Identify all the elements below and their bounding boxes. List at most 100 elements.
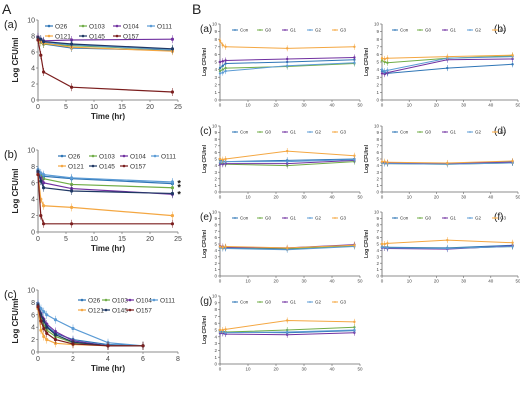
y-tick-label: 8: [376, 137, 379, 142]
legend-marker: [115, 34, 119, 38]
legend-marker: [259, 301, 261, 303]
legend-label-G1: G1: [450, 28, 457, 33]
x-tick-label: 30: [301, 279, 307, 284]
data-point-O103: [170, 186, 174, 190]
y-tick-label: 0: [31, 97, 35, 104]
legend-marker: [234, 131, 236, 133]
legend-marker: [91, 154, 95, 158]
x-tick-label: 10: [407, 279, 413, 284]
legend-label-G1: G1: [290, 300, 297, 305]
y-tick-label: 0: [214, 274, 217, 279]
data-point-G2: [353, 328, 356, 332]
data-point-O111: [42, 173, 46, 177]
data-point-O157: [42, 70, 46, 74]
y-tick-label: 2: [376, 176, 379, 181]
x-tick-label: 0: [219, 195, 222, 200]
legend-label-G3: G3: [500, 216, 507, 221]
legend-marker: [122, 154, 126, 158]
data-point-G1: [224, 59, 227, 62]
data-point-O157: [42, 222, 46, 226]
data-point-O157: [141, 344, 145, 348]
legend-marker: [47, 24, 51, 28]
legend-label-O111: O111: [157, 24, 172, 31]
legend-marker: [309, 29, 311, 31]
chart-A-c: (c) 0 2 4 6 8 10 0 2 4 6 8 Time (hr) Log CFU/ml O26 O10…: [4, 287, 180, 373]
x-tick-label: 6: [141, 356, 145, 363]
data-point-Con: [221, 64, 224, 68]
y-tick-label: 1: [214, 355, 217, 360]
legend-label-O104: O104: [123, 24, 139, 31]
data-point-G0: [383, 60, 386, 64]
y-axis-label: Log CFU/ml: [202, 229, 208, 258]
legend-label-O111: O111: [160, 298, 175, 305]
y-tick-label: 7: [376, 143, 379, 148]
y-tick-label: 3: [214, 75, 217, 80]
y-tick-label: 0: [376, 98, 379, 103]
x-tick-label: 10: [245, 367, 251, 372]
data-point-O121: [70, 205, 74, 209]
data-point-G3: [446, 55, 449, 58]
data-point-G3: [446, 238, 449, 242]
data-point-G1: [286, 57, 289, 61]
legend-marker: [259, 131, 261, 133]
y-tick-label: 7: [214, 314, 217, 319]
legend-marker: [234, 301, 236, 303]
data-point-G0: [224, 66, 227, 70]
legend-marker: [234, 217, 236, 219]
data-point-G3: [224, 245, 227, 248]
data-point-G3: [221, 246, 224, 249]
legend-label-Con: Con: [240, 130, 249, 135]
legend-label-Con: Con: [240, 300, 249, 305]
y-tick-label: 10: [27, 147, 35, 154]
x-tick-label: 30: [301, 367, 307, 372]
legend-marker: [309, 217, 311, 219]
y-tick-label: 6: [214, 321, 217, 326]
x-axis-label: Time (hr): [91, 112, 125, 121]
data-point-G3: [221, 44, 224, 47]
data-point-G3: [286, 47, 289, 50]
y-tick-label: 8: [214, 307, 217, 312]
legend-label-G0: G0: [425, 216, 432, 221]
y-tick-label: 10: [27, 17, 35, 24]
legend-label-G3: G3: [340, 28, 347, 33]
data-point-O145: [39, 37, 43, 41]
y-axis-label: Log CFU/ml: [11, 299, 20, 344]
y-tick-label: 1: [214, 90, 217, 95]
data-point-O145: [70, 42, 74, 46]
chart-B-a: (a) 0 1 2 3 4 5 6 7 8 9 10 0 10 20 30 40 50 Log CFU/ml Con G…: [200, 22, 363, 108]
legend-label-G1: G1: [450, 216, 457, 221]
legend-marker: [419, 217, 421, 219]
y-axis-label: Log CFU/ml: [202, 315, 208, 344]
x-tick-label: 20: [434, 279, 440, 284]
data-point-G3: [286, 319, 289, 322]
legend-label-O111: O111: [161, 154, 176, 161]
y-tick-label: 1: [214, 267, 217, 272]
y-tick-label: 3: [214, 254, 217, 259]
data-point-G3: [386, 161, 389, 164]
legend-label-O145: O145: [112, 308, 128, 315]
legend-label-G3: G3: [500, 28, 507, 33]
y-tick-label: 10: [212, 210, 218, 215]
legend-marker: [419, 29, 421, 31]
legend-marker: [60, 154, 64, 158]
panel-label: (g): [200, 296, 212, 307]
x-tick-label: 50: [515, 279, 520, 284]
y-tick-label: 4: [214, 334, 217, 339]
data-point-O157: [106, 344, 110, 348]
legend-label-G0: G0: [265, 28, 272, 33]
data-point-O111: [39, 307, 43, 311]
y-axis-label: Log CFU/ml: [364, 144, 370, 173]
legend-label-G2: G2: [475, 216, 482, 221]
data-point-G3: [224, 45, 227, 48]
chart-A-a: (a) 0 2 4 6 8 10 0 5 10 15 20 25 Time (hr) Log CFU/ml O…: [4, 17, 182, 121]
legend-marker: [469, 131, 471, 133]
y-tick-label: 10: [212, 124, 218, 129]
x-tick-label: 40: [329, 367, 335, 372]
legend-marker: [334, 301, 336, 303]
legend-marker: [419, 131, 421, 133]
legend-label-O103: O103: [89, 24, 105, 31]
data-point-Con: [446, 66, 449, 70]
x-tick-label: 10: [90, 236, 98, 243]
